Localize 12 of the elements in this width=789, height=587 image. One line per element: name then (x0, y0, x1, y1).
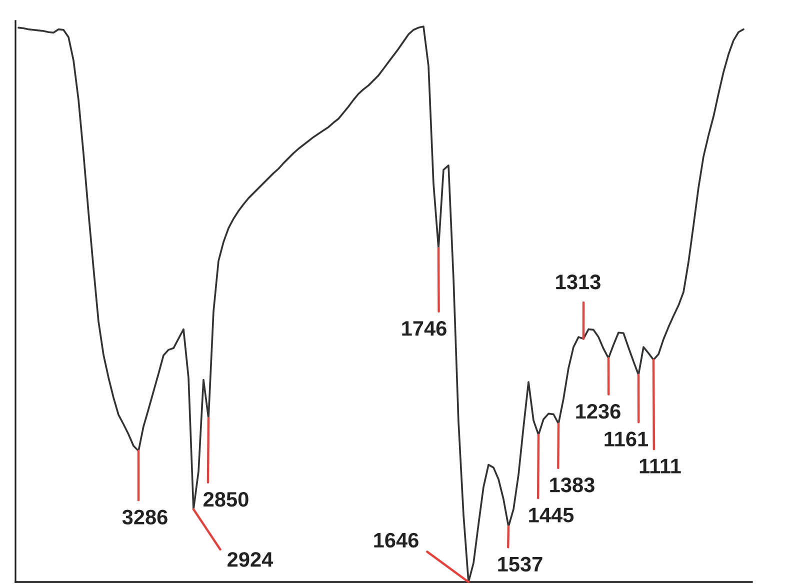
annotation: 1313 (556, 274, 600, 290)
annotation: 1746 (402, 321, 446, 336)
annotation: 1445 (529, 508, 574, 522)
annotation: 2924 (228, 552, 274, 567)
annotation: 1161 (604, 432, 648, 446)
annotation: 1537 (498, 556, 542, 572)
annotation: 2850 (204, 492, 248, 507)
annotation: 3286 (122, 510, 168, 525)
annotation: 1646 (374, 532, 418, 548)
annotation: 1111 (640, 458, 681, 474)
annotation: 1236 (576, 404, 620, 419)
annotation: 1383 (550, 478, 594, 492)
